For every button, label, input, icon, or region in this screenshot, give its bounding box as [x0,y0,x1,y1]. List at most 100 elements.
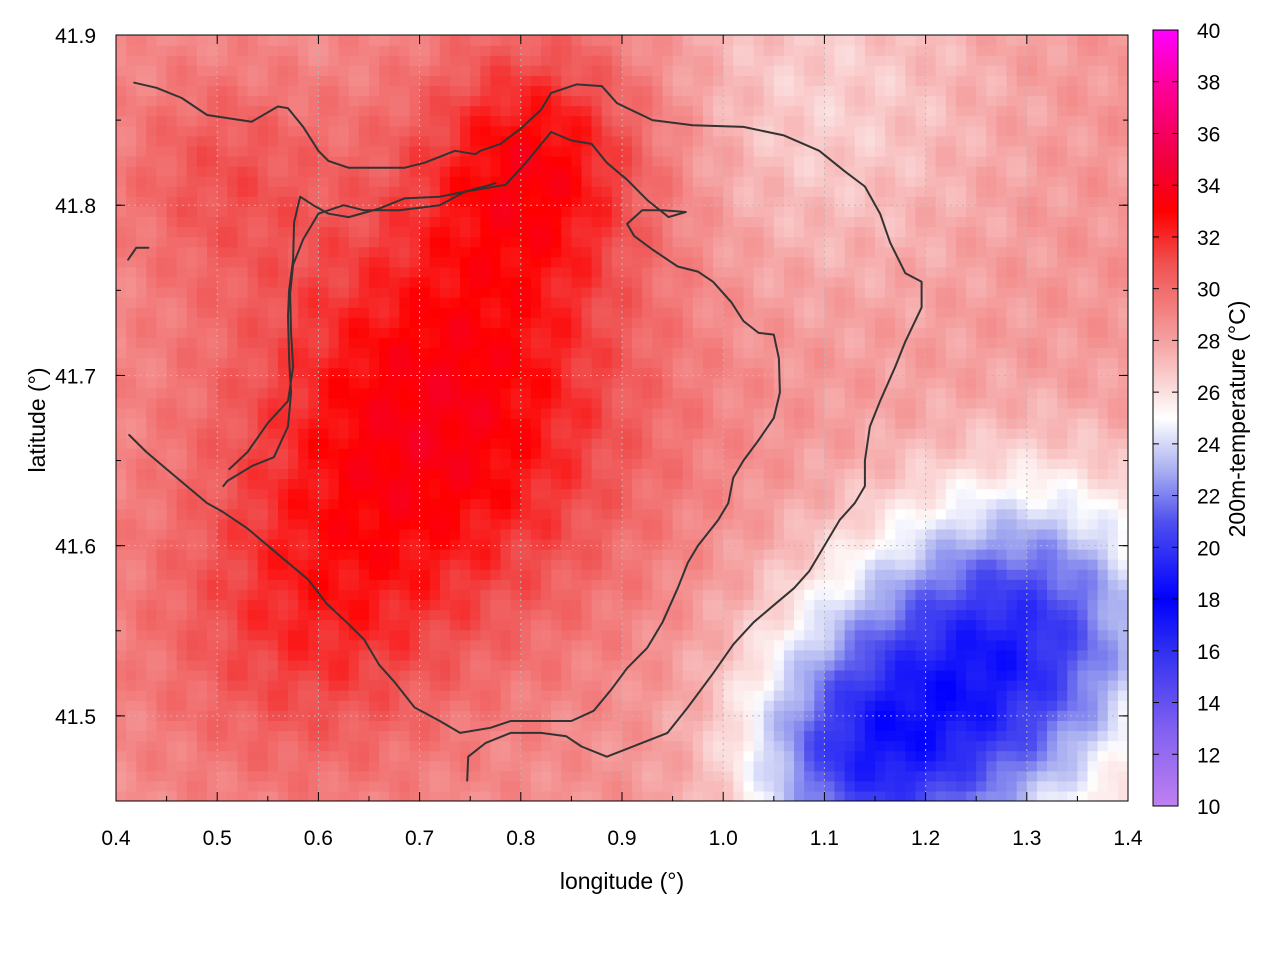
heatmap-cell [500,720,512,732]
heatmap-cell [470,498,481,510]
heatmap-cell [247,155,259,167]
heatmap-cell [652,720,664,732]
heatmap-cell [217,569,228,580]
heatmap-cell [227,508,239,520]
heatmap-cell [611,337,623,349]
heatmap-cell [561,166,572,177]
heatmap-cell [611,629,623,641]
heatmap-cell [328,428,340,439]
heatmap-cell [611,508,623,520]
heatmap-cell [166,186,178,197]
heatmap-cell [510,176,522,187]
heatmap-cell [399,478,411,490]
heatmap-cell [702,347,714,359]
heatmap-cell [449,105,461,117]
heatmap-cell [257,458,269,469]
heatmap-cell [439,649,451,661]
heatmap-cell [328,216,340,228]
heatmap-cell [207,780,218,792]
heatmap-cell [692,559,704,570]
heatmap-cell [308,619,319,631]
heatmap-cell [702,387,714,399]
heatmap-cell [247,458,259,469]
heatmap-cell [551,589,562,601]
heatmap-cell [571,276,583,288]
heatmap-cell [308,307,319,318]
heatmap-cell [217,438,228,449]
heatmap-cell [419,559,431,570]
heatmap-cell [713,186,724,197]
heatmap-cell [713,236,724,248]
heatmap-cell [743,760,755,772]
heatmap-cell [723,559,734,570]
heatmap-cell [369,266,380,278]
heatmap-cell [369,35,380,46]
heatmap-cell [409,105,421,117]
heatmap-cell [196,619,208,631]
heatmap-cell [490,639,502,651]
heatmap-cell [520,297,532,308]
heatmap-cell [227,639,239,651]
heatmap-cell [257,317,269,328]
heatmap-cell [743,669,755,681]
heatmap-cell [298,468,309,480]
heatmap-cell [166,65,178,76]
heatmap-cell [733,549,745,560]
heatmap-cell [318,680,330,691]
heatmap-cell [136,297,147,308]
heatmap-cell [733,760,745,772]
heatmap-cell [601,45,613,56]
heatmap-cell [449,579,461,590]
heatmap-cell [156,549,168,560]
heatmap-cell [338,407,350,419]
heatmap-cell [470,166,481,177]
heatmap-cell [136,680,147,691]
heatmap-cell [490,317,502,328]
heatmap-cell [682,730,694,742]
heatmap-cell [156,599,168,611]
heatmap-cell [561,760,572,772]
heatmap-cell [733,720,745,732]
heatmap-cell [429,760,441,772]
heatmap-cell [470,418,481,429]
heatmap-cell [308,145,319,157]
heatmap-cell [723,579,734,590]
heatmap-cell [530,488,542,500]
heatmap-cell [632,387,643,399]
heatmap-cell [672,700,684,711]
heatmap-cell [723,790,734,801]
heatmap-cell [753,619,765,631]
heatmap-cell [692,95,704,107]
heatmap-cell [551,528,562,540]
heatmap-cell [166,327,178,338]
heatmap-cell [369,176,380,187]
heatmap-cell [409,589,421,601]
heatmap-cell [470,115,481,127]
heatmap-cell [277,659,289,671]
heatmap-cell [419,760,431,772]
heatmap-cell [530,297,542,308]
heatmap-cell [682,357,694,369]
heatmap-cell [632,690,643,701]
heatmap-cell [419,508,431,520]
heatmap-cell [409,448,421,459]
heatmap-cell [692,770,704,782]
heatmap-cell [277,770,289,782]
heatmap-cell [419,347,431,359]
heatmap-cell [520,629,532,641]
heatmap-cell [470,549,481,560]
heatmap-cell [672,498,684,510]
heatmap-cell [217,720,228,732]
heatmap-cell [773,226,785,238]
heatmap-cell [308,649,319,661]
heatmap-cell [338,95,350,107]
heatmap-cell [702,216,714,228]
heatmap-cell [561,488,572,500]
heatmap-cell [288,85,299,97]
heatmap-cell [166,95,178,107]
heatmap-cell [298,266,309,278]
heatmap-cell [298,750,309,762]
heatmap-cell [460,488,471,500]
heatmap-cell [571,659,583,671]
heatmap-cell [389,690,400,701]
